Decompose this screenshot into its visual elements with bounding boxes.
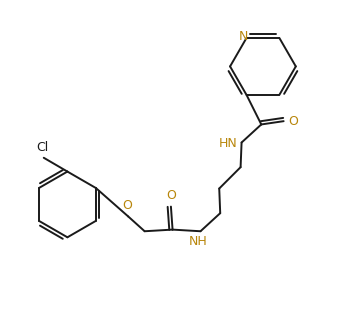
Text: O: O <box>122 199 132 212</box>
Text: O: O <box>166 189 176 202</box>
Text: Cl: Cl <box>36 141 48 154</box>
Text: O: O <box>288 115 298 128</box>
Text: HN: HN <box>219 137 237 150</box>
Text: N: N <box>239 30 248 44</box>
Text: NH: NH <box>189 235 207 248</box>
